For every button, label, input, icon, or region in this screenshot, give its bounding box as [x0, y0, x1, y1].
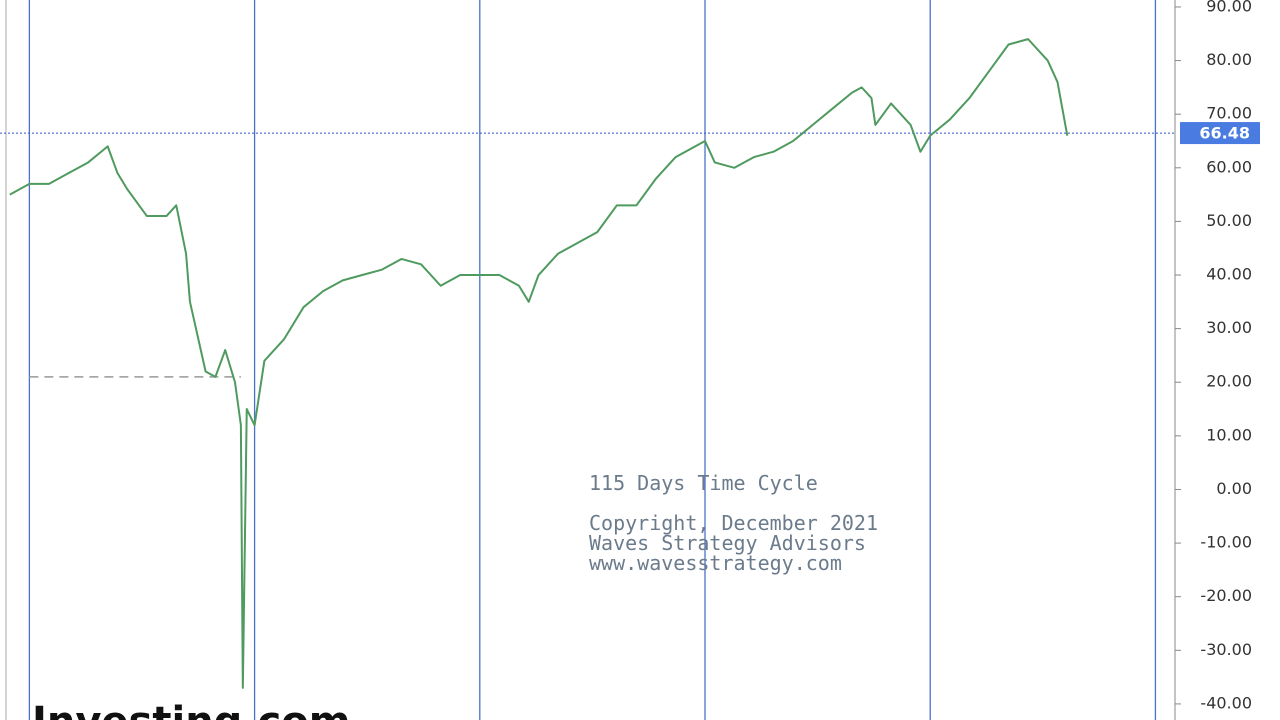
y-tick-label: 20.00: [1206, 372, 1252, 391]
y-tick-label: 60.00: [1206, 157, 1252, 176]
y-tick-label: -20.00: [1200, 586, 1252, 605]
annotation: Waves Strategy Advisors: [589, 531, 866, 555]
annotation: Copyright, December 2021: [589, 511, 878, 535]
logo: Investing.com: [32, 699, 350, 720]
y-tick-label: -40.00: [1200, 693, 1252, 712]
y-tick-label: -30.00: [1200, 640, 1252, 659]
y-tick-label: 10.00: [1206, 425, 1252, 444]
plot: 90.00 80.00 70.00 60.00 50.00 40.00 30.00 20.00…: [0, 0, 1252, 720]
y-tick-label: 50.00: [1206, 211, 1252, 230]
price-line: [9, 38, 1069, 689]
y-tick-label: 80.00: [1206, 50, 1252, 69]
y-tick-label: 70.00: [1206, 104, 1252, 123]
y-tick-label: -10.00: [1200, 533, 1252, 552]
last-value-box: [1180, 122, 1260, 145]
y-tick-label: 30.00: [1206, 318, 1252, 337]
y-tick-label: 0.00: [1216, 479, 1252, 498]
y-tick-label: 40.00: [1206, 265, 1252, 284]
annotation: www.wavesstrategy.com: [589, 551, 842, 575]
last-value-label: 66.48: [1199, 124, 1250, 143]
y-tick-label: 90.00: [1206, 0, 1252, 15]
annotation: 115 Days Time Cycle: [589, 471, 818, 495]
